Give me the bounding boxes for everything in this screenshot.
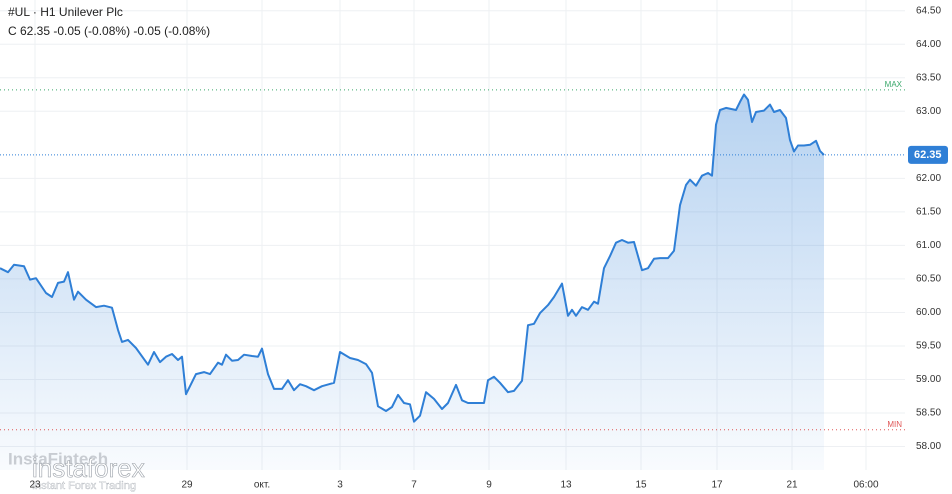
quote: C 62.35 -0.05 (-0.08%) -0.05 (-0.08%) (8, 24, 210, 38)
y-tick-label: 61.50 (916, 207, 941, 218)
y-tick-label: 62.00 (916, 173, 941, 184)
current-badge (908, 145, 948, 164)
x-tick-label: 06:00 (853, 480, 878, 491)
x-tick-label: 9 (486, 480, 492, 491)
y-tick-label: 64.00 (916, 39, 941, 50)
x-tick-label: 29 (181, 480, 193, 491)
price-line (0, 93, 825, 423)
x-tick-label: 7 (411, 480, 417, 491)
y-tick-label: 60.50 (916, 274, 941, 285)
y-tick-label: 64.50 (916, 5, 941, 16)
area-fill (0, 94, 824, 470)
x-tick-label: 21 (786, 480, 798, 491)
y-tick-label: 60.00 (916, 307, 941, 318)
x-tick-label: 17 (711, 480, 723, 491)
y-tick-label: 63.00 (916, 106, 941, 117)
y-tick-label: 59.50 (916, 341, 941, 352)
watermark-back: InstaFintech (8, 449, 108, 468)
y-tick-label: 58.50 (916, 408, 941, 419)
min-label: MIN (887, 420, 902, 429)
x-tick-label: 3 (337, 480, 343, 491)
x-tick-label: окт. (254, 480, 270, 491)
x-tick-label: 13 (560, 480, 572, 491)
watermark: instaforex (32, 453, 145, 483)
y-tick-label: 59.00 (916, 374, 941, 385)
current-label: 62.35 (914, 149, 942, 161)
symbol: #UL · H1 Unilever Plc (8, 5, 123, 19)
y-tick-label: 63.50 (916, 72, 941, 83)
y-tick-label: 58.00 (916, 441, 941, 452)
plot (0, 93, 825, 470)
x-tick-label: 23 (29, 480, 41, 491)
watermark-sub: Instant Forex Trading (32, 480, 136, 492)
y-tick-label: 61.00 (916, 240, 941, 251)
x-tick-label: 15 (635, 480, 647, 491)
max-label: MAX (885, 80, 903, 89)
